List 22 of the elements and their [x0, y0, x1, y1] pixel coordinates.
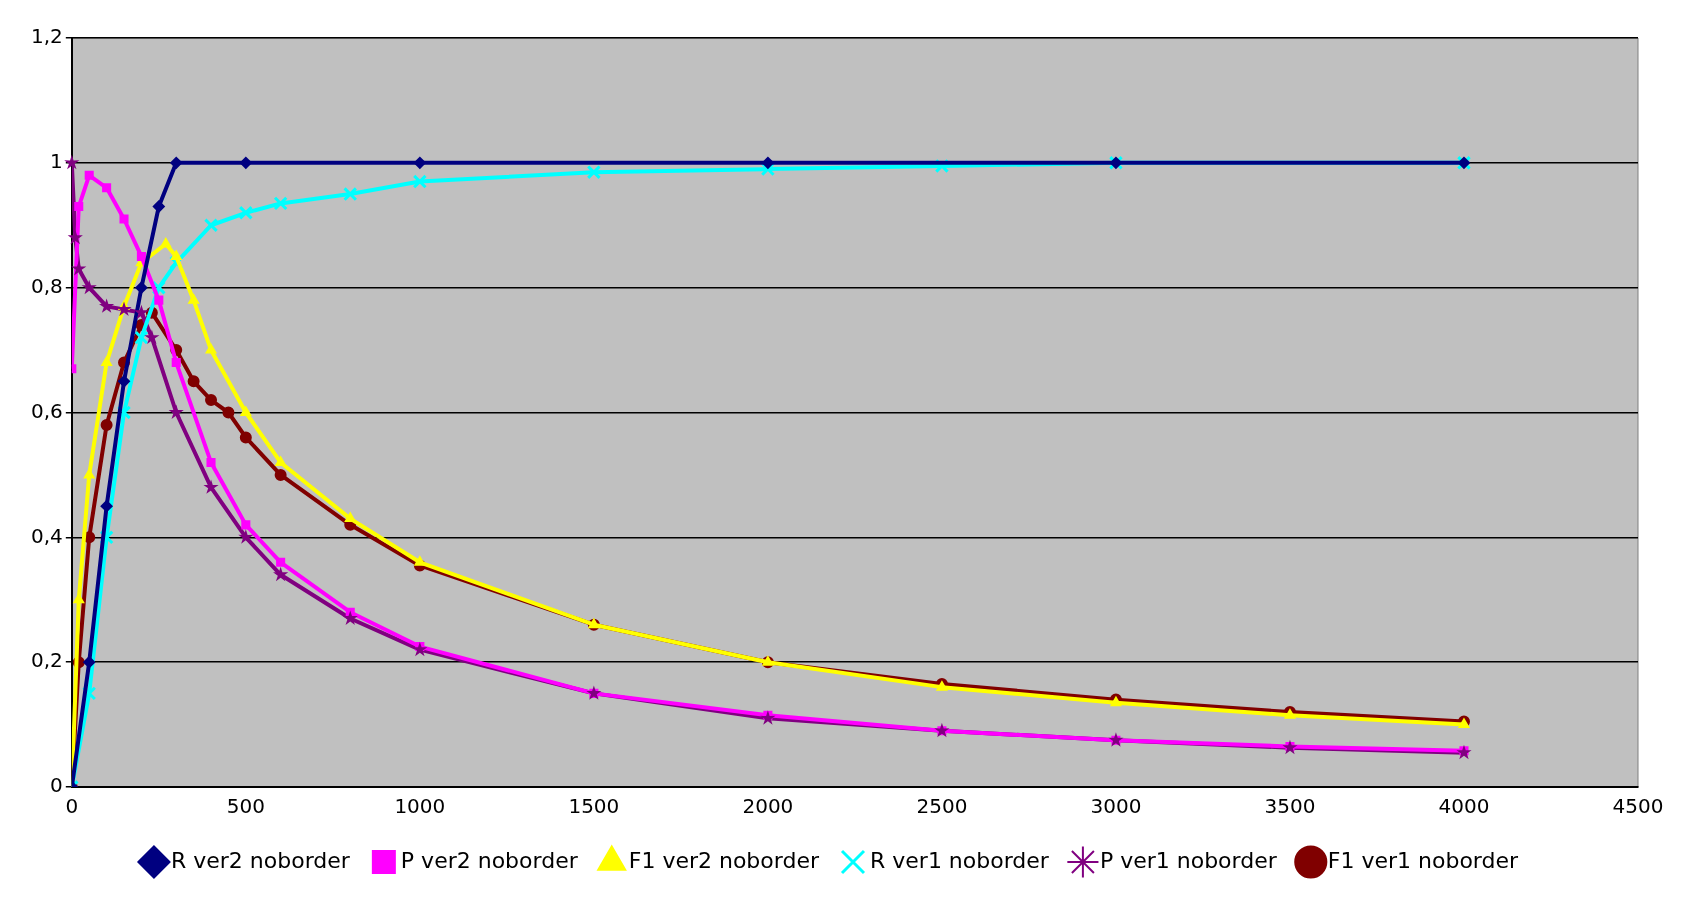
x-tick-label: 3500 [1264, 794, 1316, 819]
y-tick-label: 1,2 [30, 24, 63, 49]
y-tick-label: 0,4 [30, 523, 63, 548]
y-tick-label: 0,6 [30, 398, 63, 423]
x-tick-label: 3000 [1090, 794, 1142, 819]
y-tick-label: 0,2 [30, 648, 63, 673]
x-tick-label: 1500 [568, 794, 620, 819]
x-tick-label: 2000 [742, 794, 794, 819]
legend-label: P ver2 noborder [400, 847, 579, 873]
y-tick-label: 0 [50, 773, 63, 798]
legend-label: P ver1 noborder [1099, 847, 1278, 873]
legend-label: R ver2 noborder [170, 847, 351, 873]
legend-label: F1 ver2 noborder [628, 847, 820, 873]
x-tick-label: 500 [226, 794, 265, 819]
y-tick-label: 0,8 [30, 273, 63, 298]
x-tick-label: 1000 [394, 794, 446, 819]
x-tick-label: 4000 [1438, 794, 1490, 819]
legend-label: R ver1 noborder [870, 847, 1050, 873]
x-tick-label: 2500 [916, 794, 968, 819]
y-tick-label: 1 [50, 149, 63, 174]
x-tick-label: 4500 [1612, 794, 1664, 819]
legend-label: F1 ver1 noborder [1327, 847, 1519, 873]
